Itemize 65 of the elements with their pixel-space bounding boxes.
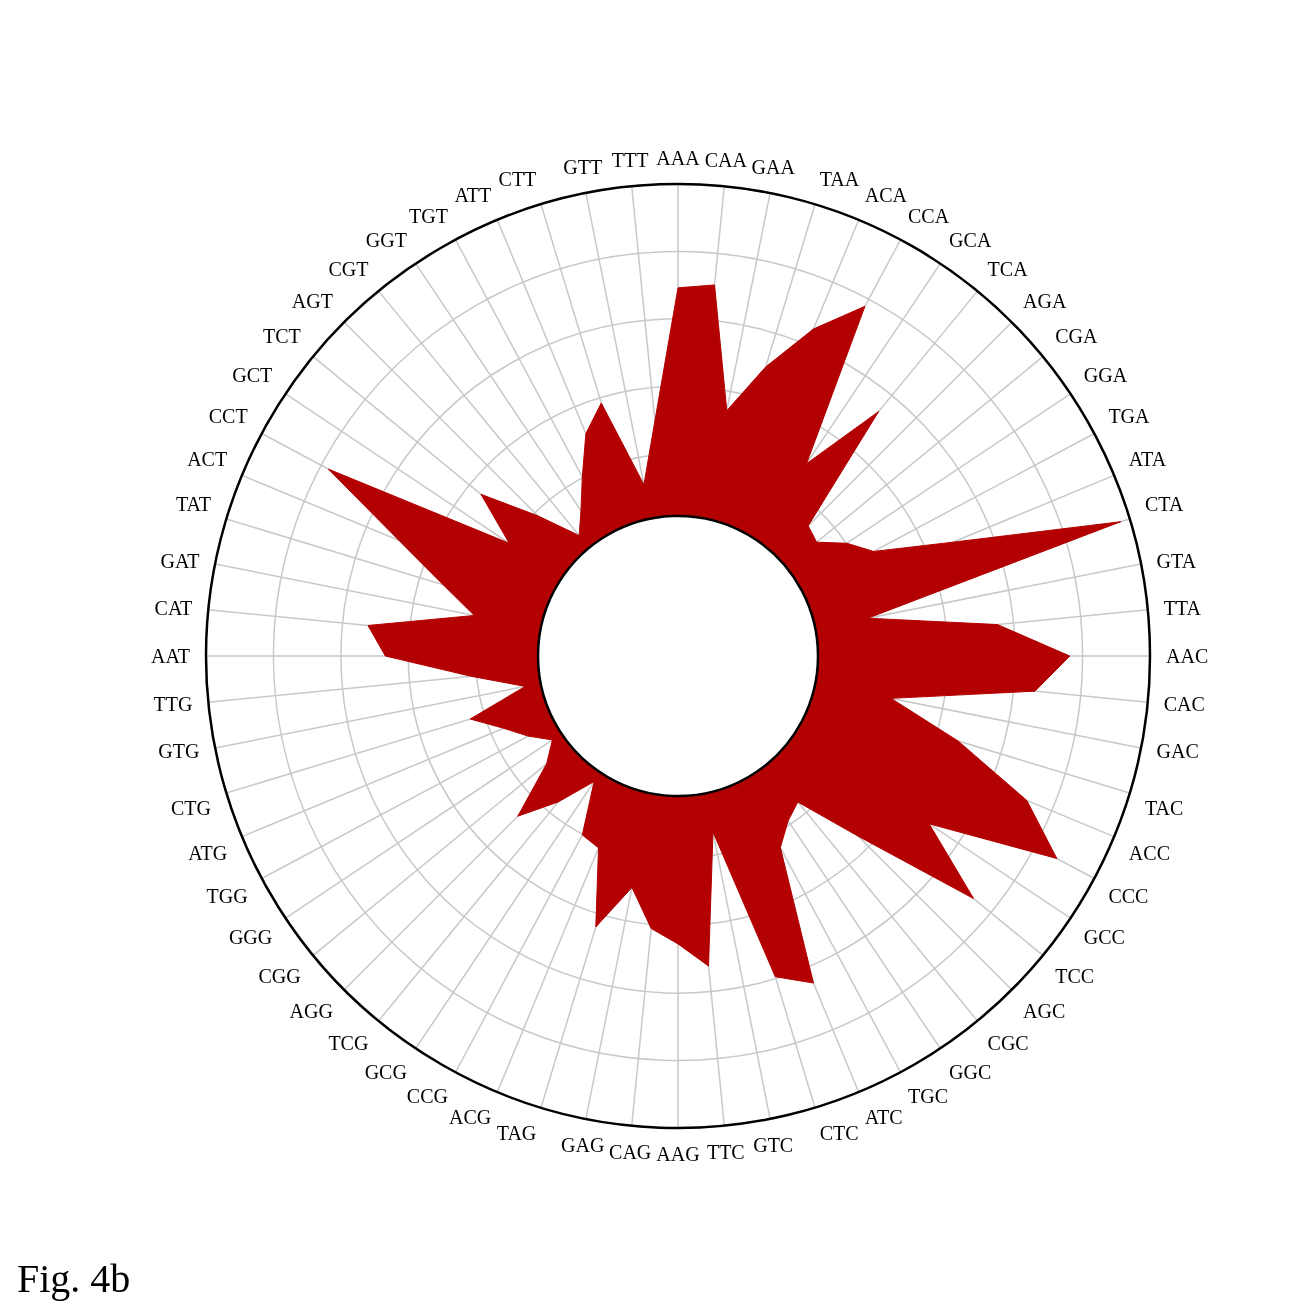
spoke-label: ACG xyxy=(449,1105,492,1128)
spoke-label: ATA xyxy=(1128,448,1167,471)
spoke-label: AGG xyxy=(289,1000,333,1023)
spoke-label: TCT xyxy=(262,325,301,348)
spoke-label: GTC xyxy=(753,1133,794,1156)
spoke-label: CAG xyxy=(609,1140,652,1163)
spoke-label: AAG xyxy=(656,1143,700,1165)
spoke-label: CCC xyxy=(1108,885,1149,908)
spoke-label: CTA xyxy=(1144,493,1184,516)
spoke-label: GCA xyxy=(949,229,992,252)
spoke-label: AAA xyxy=(656,147,701,169)
spoke-label: AAT xyxy=(151,645,190,667)
spoke-label: ATC xyxy=(864,1105,903,1128)
spoke-label: GCT xyxy=(232,363,273,386)
spoke-label: AGA xyxy=(1023,289,1067,312)
spoke-label: CTC xyxy=(819,1121,859,1144)
spoke-label: CTT xyxy=(498,168,537,191)
spoke-label: AGC xyxy=(1023,1000,1066,1023)
spoke-label: CCG xyxy=(406,1085,448,1108)
spoke-label: CGT xyxy=(328,257,369,280)
spoke-label: CTG xyxy=(171,796,212,819)
spoke-label: TTA xyxy=(1163,597,1202,620)
spoke-label: AAC xyxy=(1166,645,1209,667)
spoke-label: GTA xyxy=(1156,549,1197,572)
spoke-label: GGC xyxy=(949,1060,992,1083)
spoke-label: CGG xyxy=(258,964,301,987)
spoke-label: ATG xyxy=(188,841,228,864)
spoke-label: CGA xyxy=(1055,325,1099,348)
spoke-label: TGT xyxy=(409,204,448,227)
spoke-label: TGA xyxy=(1108,404,1151,427)
spoke-label: GAT xyxy=(160,549,200,572)
spoke-label: CAA xyxy=(704,149,748,172)
spoke-label: CAT xyxy=(154,597,193,620)
spoke-label: CCA xyxy=(908,204,950,227)
spoke-label: GAC xyxy=(1156,740,1199,763)
spoke-label: TAC xyxy=(1144,796,1184,819)
spoke-label: ACC xyxy=(1128,841,1170,864)
spoke-label: GCG xyxy=(364,1060,407,1083)
spoke-label: TTC xyxy=(706,1140,745,1163)
spoke-label: TCC xyxy=(1055,964,1095,987)
spoke-label: TCA xyxy=(987,257,1029,280)
spoke-label: ATT xyxy=(454,184,492,207)
spoke-label: TTG xyxy=(153,692,193,715)
spoke-label: GGA xyxy=(1083,363,1128,386)
spoke-label: TAG xyxy=(496,1121,537,1144)
spoke-label: TAA xyxy=(819,168,860,191)
spoke-label: TTT xyxy=(611,149,649,172)
spoke-label: TAT xyxy=(175,493,212,516)
spoke-label: ACT xyxy=(187,448,228,471)
spoke-label: TGG xyxy=(206,885,248,908)
spoke-label: GGT xyxy=(365,229,407,252)
spoke-label: GTG xyxy=(158,740,200,763)
spoke-label: CAC xyxy=(1163,692,1205,715)
spoke-label: GAG xyxy=(561,1133,605,1156)
spoke-label: GGG xyxy=(228,926,273,949)
spoke-label: CGC xyxy=(987,1032,1029,1055)
spoke-label: AGT xyxy=(291,289,333,312)
spoke-label: GAA xyxy=(751,156,796,179)
spoke-label: GTT xyxy=(563,156,603,179)
spoke-label: TGC xyxy=(908,1085,949,1108)
text: Fig. 4b xyxy=(17,1255,131,1301)
spoke-label: GCC xyxy=(1083,926,1125,949)
spoke-label: ACA xyxy=(864,184,908,207)
spoke-label: CCT xyxy=(208,404,248,427)
spoke-label: TCG xyxy=(328,1032,369,1055)
